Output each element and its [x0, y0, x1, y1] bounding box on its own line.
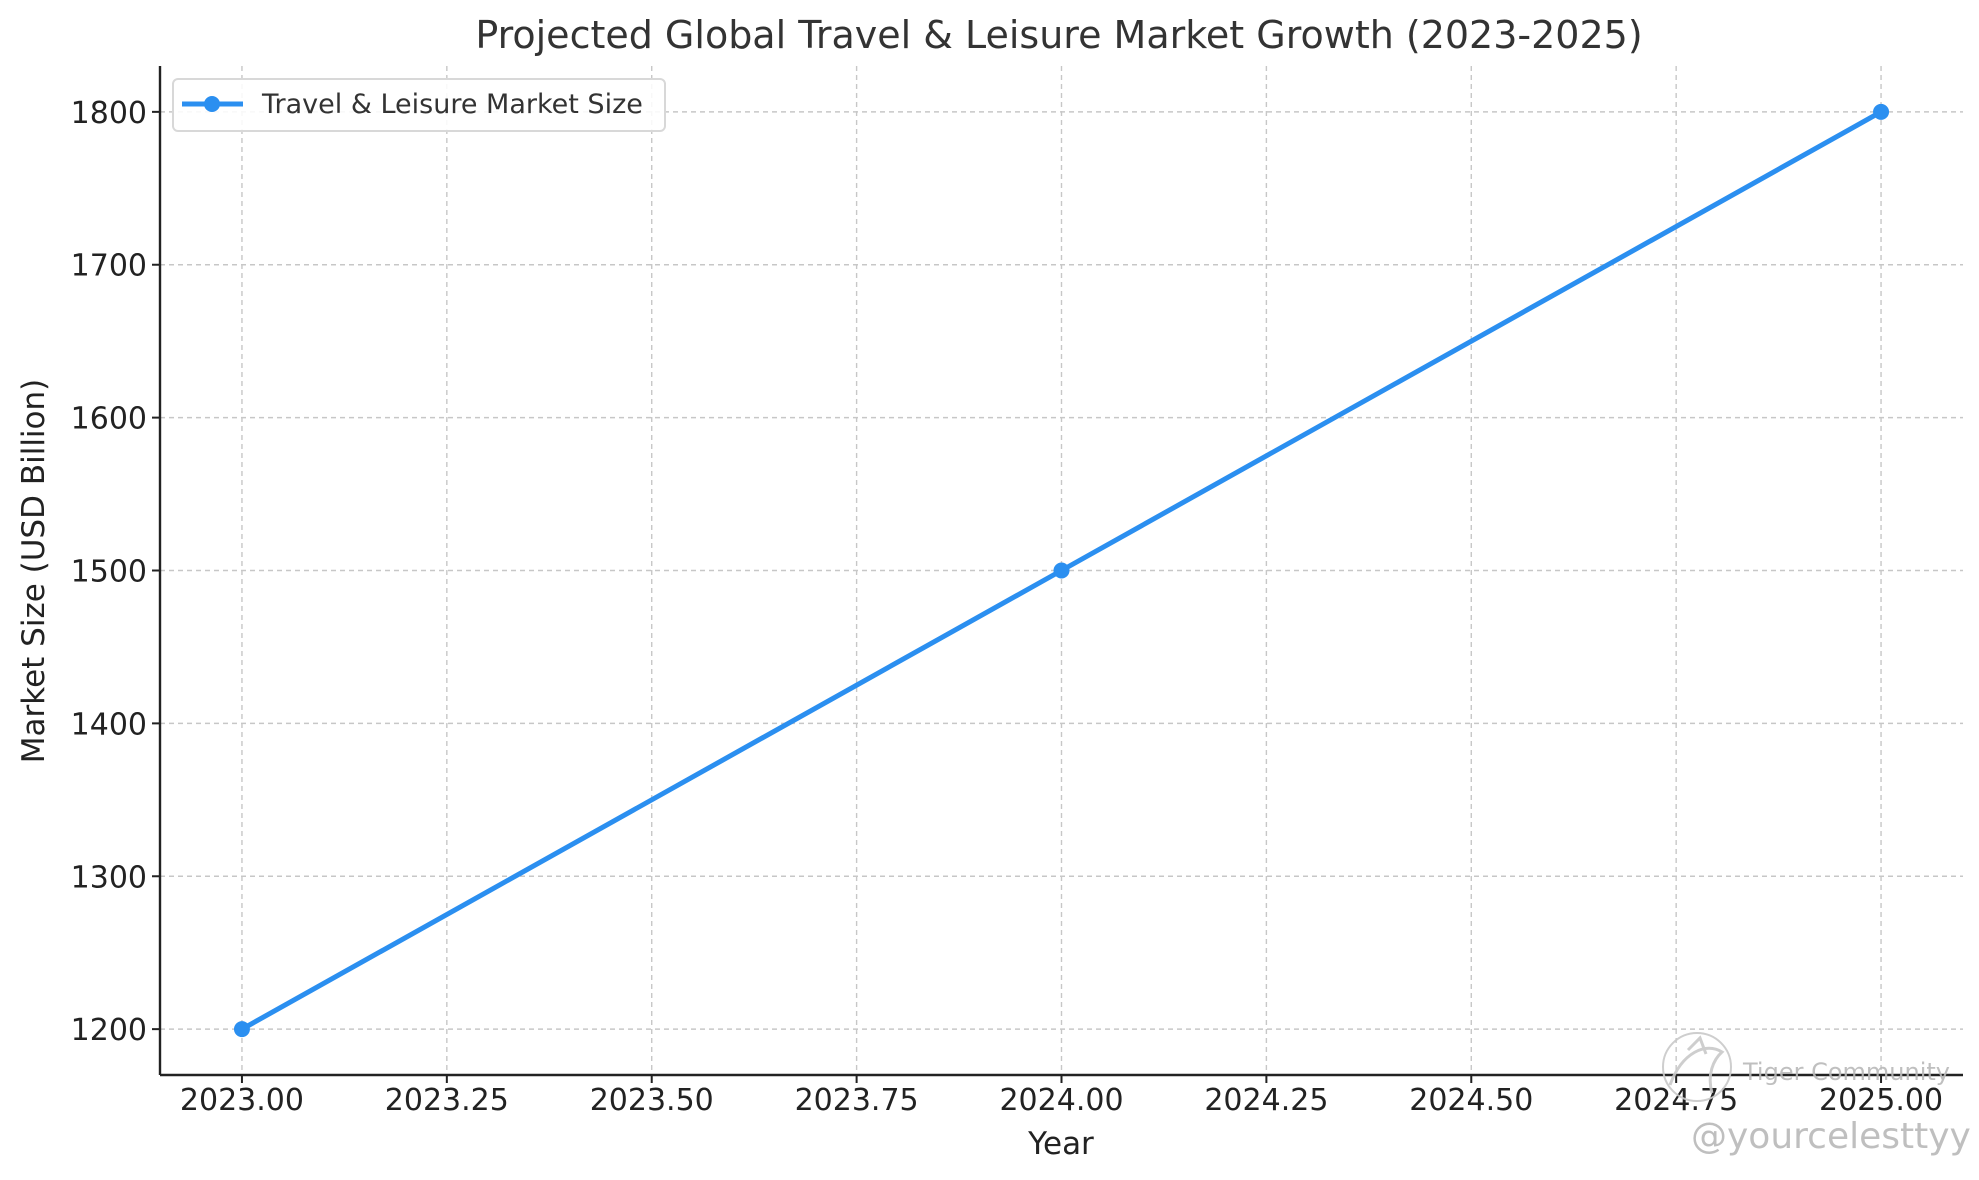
- y-tick-label: 1700: [71, 249, 147, 284]
- y-tick-label: 1200: [71, 1013, 147, 1048]
- x-tick-label: 2025.00: [1819, 1083, 1943, 1118]
- tick-labels: 2023.00 2023.25 2023.50 2023.75 2024.00 2024.…: [71, 96, 1943, 1118]
- tiger-logo-icon: [1662, 1032, 1732, 1102]
- x-tick-label: 2023.00: [180, 1083, 304, 1118]
- x-tick-label: 2023.75: [795, 1083, 919, 1118]
- legend-marker: [204, 96, 220, 112]
- x-tick-label: 2024.00: [999, 1083, 1123, 1118]
- legend: Travel & Leisure Market Size: [172, 78, 666, 132]
- x-tick-label: 2024.75: [1614, 1083, 1738, 1118]
- x-tick-label: 2023.25: [385, 1083, 509, 1118]
- x-axis-label: Year: [1027, 1126, 1094, 1162]
- watermark-handle: @yourcelesttyy: [1691, 1116, 1971, 1157]
- data-point: [1873, 103, 1890, 120]
- watermark: Tiger Community @yourcelesttyy: [1662, 1032, 1971, 1157]
- watermark-brand: Tiger Community: [1742, 1058, 1950, 1086]
- data-point: [1053, 562, 1070, 579]
- y-tick-label: 1400: [71, 707, 147, 742]
- x-tick-label: 2024.25: [1204, 1083, 1328, 1118]
- y-axis-label: Market Size (USD Billion): [16, 379, 52, 764]
- data-point: [233, 1021, 250, 1038]
- x-tick-label: 2024.50: [1409, 1083, 1533, 1118]
- legend-label: Travel & Leisure Market Size: [261, 89, 643, 120]
- y-tick-label: 1600: [71, 402, 147, 437]
- chart-title: Projected Global Travel & Leisure Market…: [475, 13, 1642, 57]
- y-tick-label: 1300: [71, 860, 147, 895]
- legend-box: [172, 78, 666, 132]
- series: [233, 103, 1890, 1038]
- y-tick-label: 1800: [71, 96, 147, 131]
- x-tick-label: 2023.50: [590, 1083, 714, 1118]
- y-tick-label: 1500: [71, 555, 147, 590]
